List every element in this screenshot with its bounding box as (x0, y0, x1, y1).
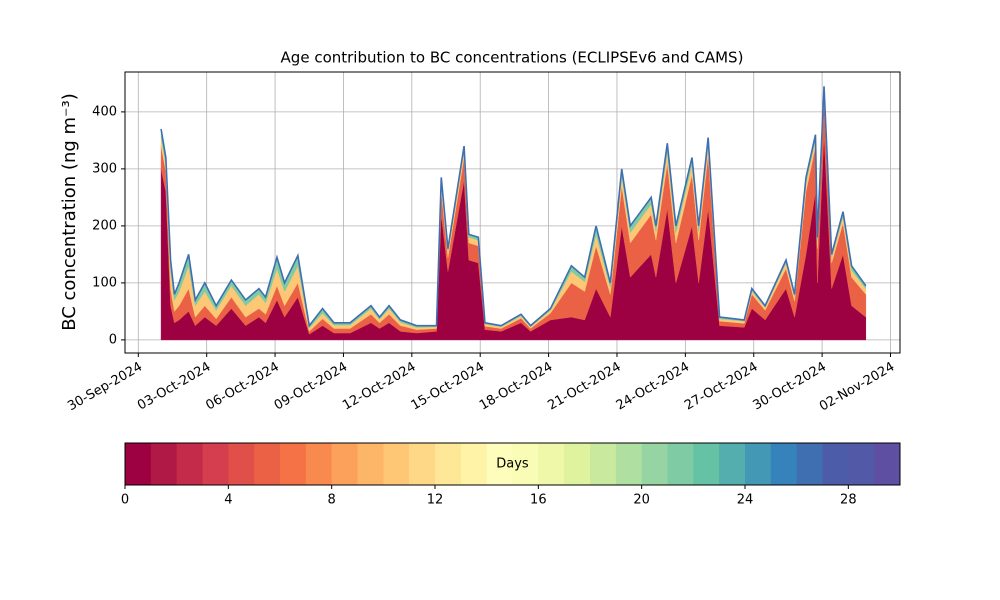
colorbar-label: Days (496, 457, 529, 472)
chart-title: Age contribution to BC concentrations (E… (281, 49, 744, 67)
colorbar-swatch (564, 443, 591, 485)
colorbar-swatch (228, 443, 255, 485)
colorbar-swatch (150, 443, 178, 485)
colorbar-swatch (822, 443, 849, 485)
y-tick-label: 0 (109, 332, 117, 347)
colorbar-swatch (874, 443, 901, 485)
colorbar-tick-label: 4 (224, 493, 232, 508)
y-tick-label: 400 (92, 104, 117, 119)
y-tick-label: 200 (92, 218, 117, 233)
colorbar-swatch (848, 443, 875, 485)
colorbar-tick-label: 28 (840, 493, 857, 508)
colorbar-swatch (486, 443, 513, 485)
x-tick-label: 18-Oct-2024 (477, 360, 555, 414)
colorbar-swatch (409, 443, 436, 485)
colorbar-swatch (719, 443, 746, 485)
x-tick-label: 21-Oct-2024 (545, 360, 623, 414)
colorbar-tick-label: 0 (121, 493, 129, 508)
colorbar-frame (124, 442, 901, 486)
colorbar-swatch (590, 443, 617, 485)
colorbar-swatch (125, 443, 152, 485)
colorbar-swatch (512, 443, 539, 485)
x-tick-label: 24-Oct-2024 (614, 360, 692, 414)
y-axis-label: BC concentration (ng m⁻³) (59, 93, 80, 331)
colorbar-swatch (331, 443, 358, 485)
x-tick-label: 03-Oct-2024 (135, 360, 213, 414)
x-tick-label: 09-Oct-2024 (272, 360, 350, 414)
colorbar-swatch (538, 443, 565, 485)
x-tick-label: 06-Oct-2024 (203, 360, 281, 414)
plot-frame (124, 71, 901, 354)
colorbar-swatch (641, 443, 668, 485)
colorbar-swatch (460, 443, 488, 485)
colorbar-tick-label: 24 (737, 493, 754, 508)
colorbar-tick-label: 20 (633, 493, 650, 508)
colorbar-swatch (305, 443, 333, 485)
colorbar-swatch (693, 443, 720, 485)
x-tick-label: 27-Oct-2024 (682, 360, 760, 414)
y-tick-label: 100 (92, 275, 117, 290)
colorbar-tick-label: 8 (328, 493, 336, 508)
x-tick-label: 12-Oct-2024 (340, 360, 418, 414)
x-tick-label: 15-Oct-2024 (409, 360, 487, 414)
colorbar-tick-label: 12 (427, 493, 444, 508)
colorbar-tick-label: 16 (530, 493, 547, 508)
colorbar-swatch (254, 443, 281, 485)
colorbar-swatch (176, 443, 203, 485)
colorbar-swatch (202, 443, 229, 485)
x-tick-label: 30-Sep-2024 (65, 360, 145, 415)
y-tick-label: 300 (92, 161, 117, 176)
colorbar-swatch (357, 443, 384, 485)
x-tick-label: 30-Oct-2024 (750, 360, 828, 414)
x-tick-label: 02-Nov-2024 (817, 360, 897, 415)
colorbar-swatch (435, 443, 462, 485)
colorbar-swatch (280, 443, 307, 485)
colorbar-swatch (796, 443, 823, 485)
colorbar-swatch (770, 443, 798, 485)
colorbar-swatch (615, 443, 643, 485)
colorbar-swatch (745, 443, 772, 485)
colorbar-swatch (383, 443, 410, 485)
total-outline (160, 86, 867, 328)
colorbar-swatch (667, 443, 694, 485)
